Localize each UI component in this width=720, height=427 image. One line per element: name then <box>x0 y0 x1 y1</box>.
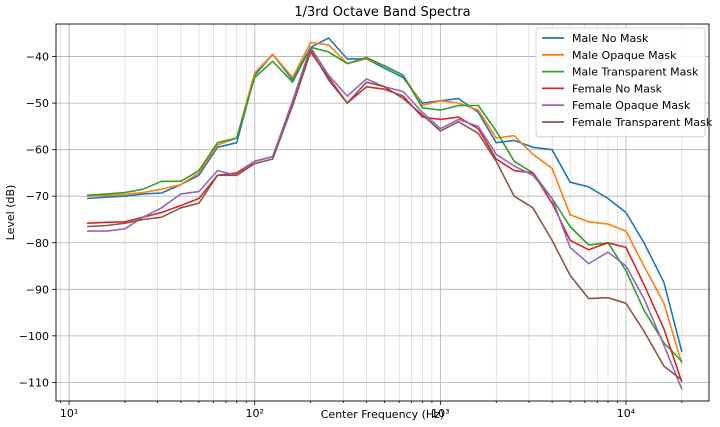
y-tick-label: −60 <box>26 144 49 157</box>
y-tick-label: −90 <box>26 283 49 296</box>
y-axis: −110 −100 −90 −80 −70 −60 −50 −40 <box>19 51 56 389</box>
x-tick-label: 10⁴ <box>617 407 636 420</box>
legend-box <box>535 27 706 138</box>
x-tick-label: 10¹ <box>60 407 78 420</box>
y-tick-label: −70 <box>26 190 49 203</box>
x-axis: 10¹ 10² 10³ 10⁴ <box>60 401 683 420</box>
legend-label: Female No Mask <box>572 82 663 95</box>
legend-label: Male Transparent Mask <box>572 66 699 79</box>
legend: Male No Mask Male Opaque Mask Male Transpa… <box>535 27 713 138</box>
legend-label: Male No Mask <box>572 32 649 45</box>
y-tick-label: −50 <box>26 97 49 110</box>
series-line-male-transparent-mask <box>87 46 683 362</box>
legend-label: Female Transparent Mask <box>572 116 713 129</box>
series-layer <box>87 37 683 390</box>
plot-frame <box>55 23 710 402</box>
x-tick-label: 10³ <box>431 407 449 420</box>
y-tick-label: −40 <box>26 51 49 64</box>
legend-label: Female Opaque Mask <box>572 99 691 112</box>
chart-title: 1/3rd Octave Band Spectra <box>294 5 470 20</box>
legend-label: Male Opaque Mask <box>572 49 677 62</box>
series-line-female-transparent-mask <box>87 48 683 381</box>
y-tick-label: −100 <box>19 330 49 343</box>
x-tick-label: 10² <box>246 407 264 420</box>
x-axis-title: Center Frequency (Hz) <box>321 408 444 421</box>
y-tick-label: −110 <box>19 376 49 389</box>
y-axis-title: Level (dB) <box>4 185 17 241</box>
series-line-female-no-mask <box>87 51 683 383</box>
y-tick-label: −80 <box>26 237 49 250</box>
